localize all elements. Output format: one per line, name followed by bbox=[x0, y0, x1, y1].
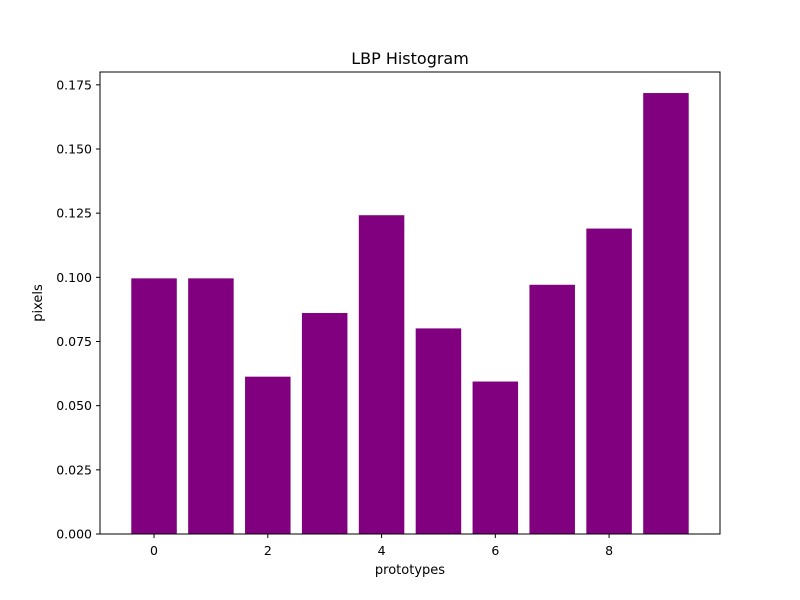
bar-prototype-1 bbox=[188, 278, 234, 534]
bar-prototype-7 bbox=[529, 284, 575, 534]
x-tick-label: 0 bbox=[150, 543, 158, 558]
chart-title: LBP Histogram bbox=[351, 49, 469, 68]
x-axis: 0 2 4 6 8 bbox=[150, 534, 613, 558]
y-tick-label: 0.125 bbox=[56, 206, 92, 221]
bar-prototype-8 bbox=[586, 228, 632, 535]
x-tick-label: 4 bbox=[378, 543, 386, 558]
bar-prototype-9 bbox=[643, 93, 689, 535]
y-axis-label: pixels bbox=[31, 284, 46, 322]
bars-group bbox=[131, 93, 689, 535]
y-axis: 0.000 0.025 0.050 0.075 0.100 0.125 0.150 0.175 bbox=[56, 77, 100, 542]
x-axis-label: prototypes bbox=[375, 563, 445, 578]
y-tick-label: 0.000 bbox=[56, 527, 92, 542]
x-tick-label: 6 bbox=[491, 543, 499, 558]
x-tick-label: 2 bbox=[264, 543, 272, 558]
y-tick-label: 0.025 bbox=[56, 462, 92, 477]
bar-prototype-0 bbox=[131, 278, 177, 534]
bar-prototype-3 bbox=[301, 313, 348, 534]
y-tick-label: 0.075 bbox=[56, 334, 92, 349]
plot-frame bbox=[99, 71, 721, 535]
x-tick-label: 8 bbox=[605, 543, 613, 558]
bar-prototype-2 bbox=[245, 376, 291, 534]
y-tick-label: 0.175 bbox=[56, 77, 92, 92]
y-tick-label: 0.050 bbox=[56, 398, 92, 413]
bar-prototype-4 bbox=[358, 215, 405, 534]
bar-prototype-6 bbox=[472, 381, 519, 534]
y-tick-label: 0.100 bbox=[56, 270, 92, 285]
y-tick-label: 0.150 bbox=[56, 142, 92, 157]
bar-prototype-5 bbox=[415, 328, 462, 534]
